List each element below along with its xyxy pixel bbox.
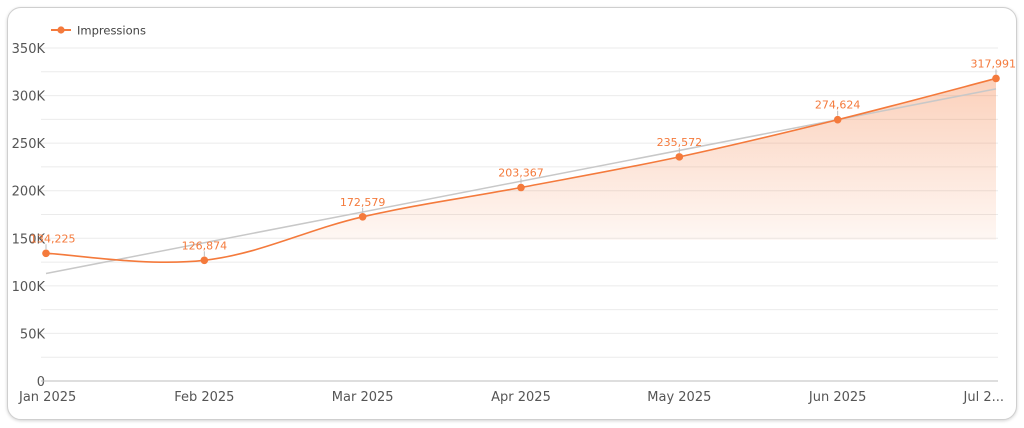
data-label: 203,367	[498, 167, 544, 180]
y-tick-label: 300K	[12, 90, 46, 105]
legend-swatch-marker	[57, 26, 65, 34]
x-tick-label: May 2025	[647, 390, 711, 405]
data-point	[833, 115, 842, 124]
y-tick-label: 100K	[12, 280, 46, 295]
x-tick-label: Jan 2025	[18, 390, 76, 405]
y-tick-label: 350K	[12, 42, 46, 57]
impressions-area-fill	[286, 78, 996, 240]
x-axis-ticks: Jan 2025 Feb 2025 Mar 2025 Apr 2025 May 2025…	[18, 390, 1004, 405]
data-label: 126,874	[182, 239, 228, 252]
x-tick-label: Jul 2...	[963, 390, 1005, 405]
data-label: 134,225	[30, 232, 76, 245]
impressions-data-points	[42, 74, 1000, 265]
data-label: 172,579	[340, 196, 386, 209]
data-point	[675, 153, 684, 161]
data-point	[517, 183, 525, 192]
data-point	[200, 256, 209, 265]
x-tick-label: Apr 2025	[491, 390, 551, 405]
y-tick-label: 150K	[12, 232, 46, 247]
y-tick-label: 200K	[12, 185, 46, 200]
legend-label: Impressions	[77, 24, 146, 38]
impressions-chart: Impressions 0 50K 100K 150K 200K 250K 300K 350K…	[12, 24, 1017, 406]
data-point	[358, 213, 367, 221]
y-tick-label: 0	[37, 375, 45, 390]
gridlines	[41, 47, 998, 358]
impressions-data-labels: 134,225 126,874 172,579 203,367 235,572 274,6…	[30, 57, 1017, 257]
x-tick-label: Jun 2025	[808, 390, 867, 405]
y-tick-label: 250K	[12, 137, 46, 152]
y-axis-ticks: 0 50K 100K 150K 200K 250K 300K 350K	[12, 42, 46, 390]
legend[interactable]: Impressions	[51, 24, 146, 38]
data-point	[992, 74, 1000, 83]
x-tick-label: Mar 2025	[332, 390, 394, 405]
chart-card: Impressions 0 50K 100K 150K 200K 250K 300K 350K…	[7, 7, 1017, 420]
data-label: 274,624	[815, 99, 861, 112]
y-tick-label: 50K	[20, 327, 46, 342]
data-label: 235,572	[657, 136, 703, 149]
data-label: 317,991	[971, 57, 1017, 70]
data-point	[42, 249, 50, 258]
x-tick-label: Feb 2025	[174, 390, 234, 405]
